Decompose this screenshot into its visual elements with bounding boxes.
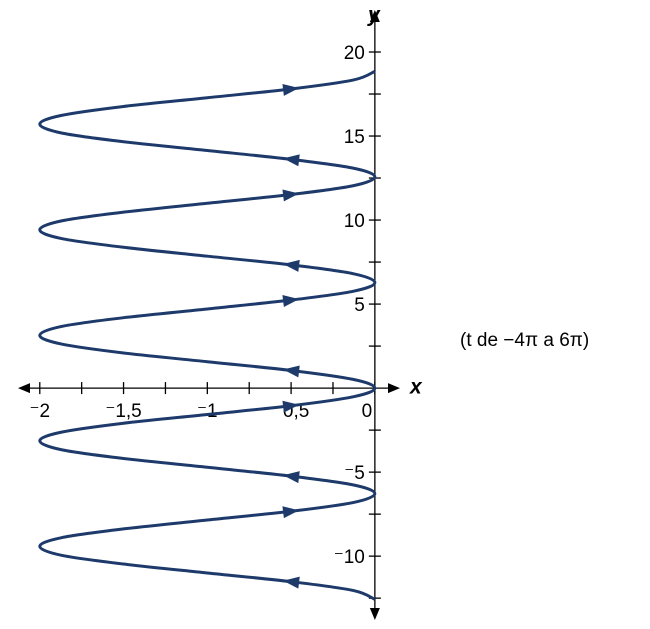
annotation: (t de −4π a 6π) xyxy=(460,330,589,351)
direction-arrow xyxy=(282,400,300,413)
y-tick-label: 5 xyxy=(354,295,365,316)
x-tick-label: ⁻1,5 xyxy=(105,401,141,422)
direction-arrow xyxy=(283,576,300,589)
y-tick-label: 10 xyxy=(344,211,365,232)
direction-arrow xyxy=(283,471,300,484)
direction-arrow xyxy=(283,365,300,378)
y-tick-label: 20 xyxy=(344,43,365,64)
axis-arrow xyxy=(18,383,30,394)
direction-arrow xyxy=(283,154,300,167)
x-tick-label: ⁻1 xyxy=(197,401,218,422)
axis-arrow xyxy=(369,10,380,22)
x-tick-label: ⁻2 xyxy=(29,401,50,422)
direction-arrow xyxy=(282,506,300,519)
y-tick-label: ⁻10 xyxy=(334,547,365,568)
curve xyxy=(38,69,377,601)
axis-arrow xyxy=(388,383,400,394)
direction-arrow xyxy=(282,189,300,202)
x-tick-label: 0 xyxy=(362,401,373,422)
direction-arrow xyxy=(282,295,300,307)
y-tick-label: ⁻5 xyxy=(344,463,365,484)
x-axis-label: x xyxy=(409,376,423,399)
y-tick-label: 15 xyxy=(344,127,365,148)
direction-arrow xyxy=(283,259,300,272)
direction-arrow xyxy=(282,83,300,96)
axis-arrow xyxy=(369,608,380,620)
